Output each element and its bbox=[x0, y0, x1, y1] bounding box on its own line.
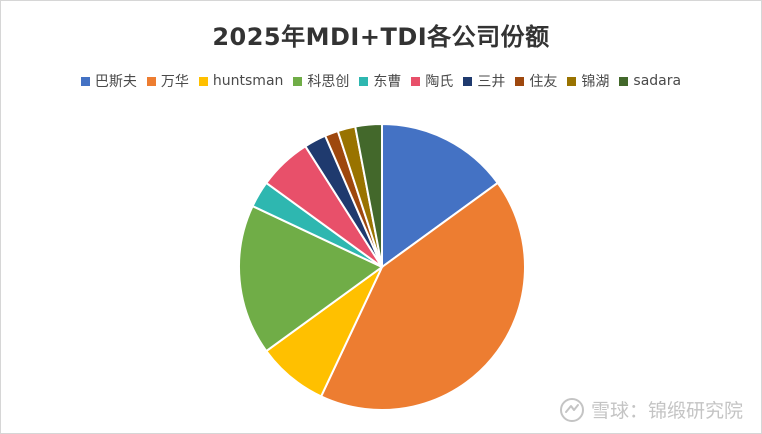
legend-label: sadara bbox=[633, 73, 682, 89]
legend-item: 科思创 bbox=[293, 71, 349, 91]
snowball-icon bbox=[559, 397, 584, 422]
legend-swatch bbox=[515, 76, 525, 86]
legend-item: 住友 bbox=[515, 71, 557, 91]
legend-item: 万华 bbox=[146, 71, 189, 91]
legend-item: 锦湖 bbox=[567, 71, 609, 91]
watermark-text: 雪球：锦缎研究院 bbox=[590, 400, 743, 422]
pie-slice-9 bbox=[354, 122, 383, 268]
legend-item: sadara bbox=[619, 73, 681, 89]
legend-label: 三井 bbox=[477, 74, 506, 90]
legend-label: 东曹 bbox=[373, 74, 402, 90]
watermark: 雪球：锦缎研究院 bbox=[559, 396, 743, 423]
legend-label: huntsman bbox=[212, 73, 284, 89]
legend-swatch bbox=[619, 76, 629, 86]
legend-label: 万华 bbox=[160, 74, 189, 90]
legend-item: 东曹 bbox=[359, 71, 401, 91]
legend-label: 巴斯夫 bbox=[94, 74, 137, 90]
chart-legend: 巴斯夫 万华 huntsman 科思创 东曹 陶氏 三井 住友 锦湖 sadara bbox=[1, 71, 761, 91]
legend-label: 科思创 bbox=[307, 74, 350, 90]
pie-slice-3 bbox=[238, 204, 384, 353]
pie-slices bbox=[238, 122, 526, 411]
legend-label: 锦湖 bbox=[581, 74, 610, 90]
pie-slice-1 bbox=[319, 181, 526, 411]
legend-label: 住友 bbox=[529, 74, 558, 90]
legend-swatch bbox=[146, 76, 156, 86]
legend-swatch bbox=[198, 76, 208, 86]
legend-swatch bbox=[80, 76, 90, 86]
legend-swatch bbox=[463, 76, 473, 86]
legend-item: 陶氏 bbox=[411, 71, 453, 91]
legend-swatch bbox=[293, 76, 303, 86]
legend-item: 三井 bbox=[463, 71, 505, 91]
legend-swatch bbox=[567, 76, 577, 86]
legend-label: 陶氏 bbox=[425, 74, 454, 90]
chart-title: 2025年MDI+TDI各公司份额 bbox=[212, 23, 550, 51]
legend-item: 巴斯夫 bbox=[80, 71, 137, 91]
legend-swatch bbox=[359, 76, 369, 86]
legend-item: huntsman bbox=[198, 73, 284, 89]
pie-slice-0 bbox=[381, 122, 500, 269]
legend-swatch bbox=[411, 76, 421, 86]
